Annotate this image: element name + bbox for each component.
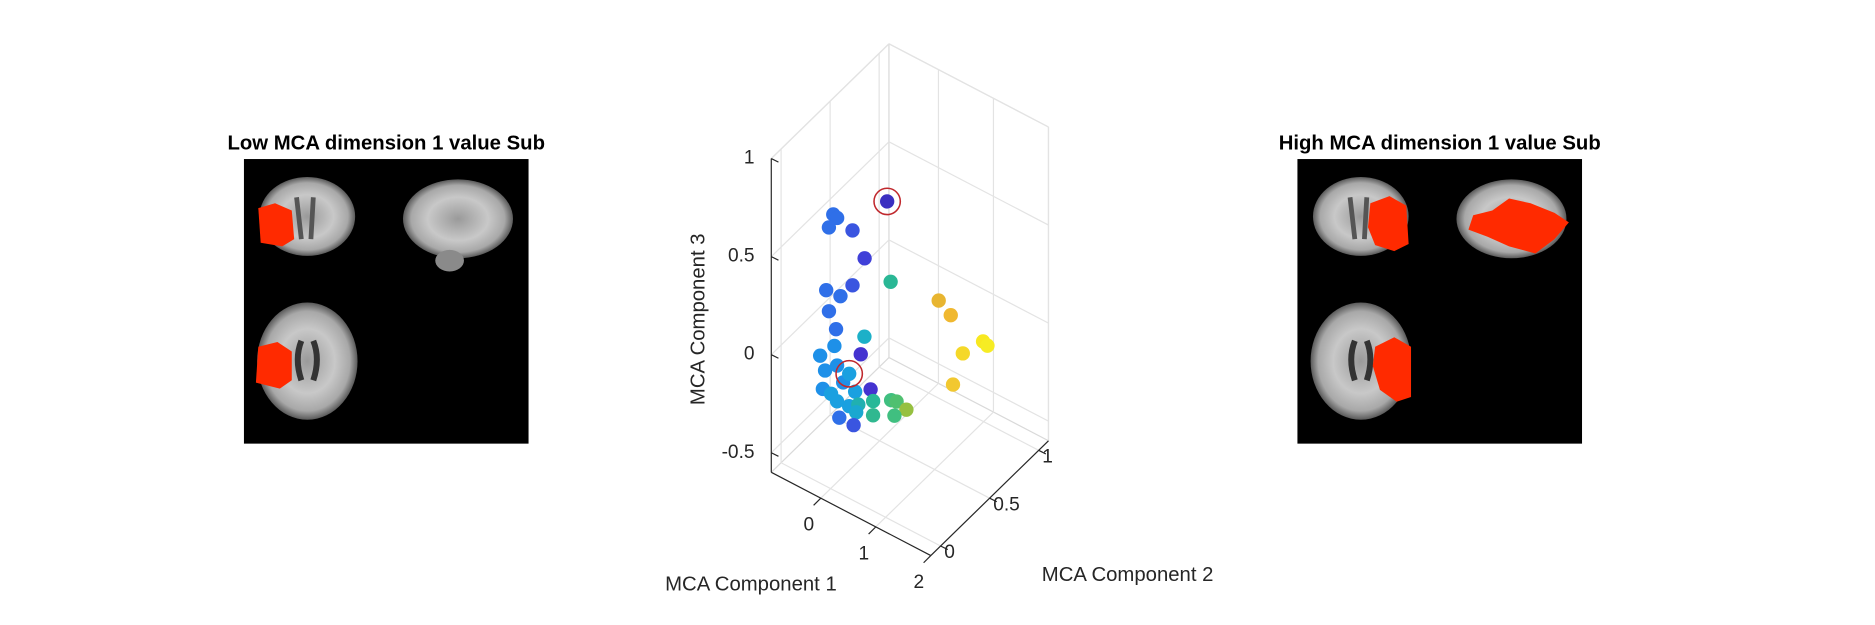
- z-tick-label: 0: [744, 344, 755, 365]
- point: [817, 363, 833, 378]
- point: [846, 417, 861, 433]
- z-tick: [771, 452, 779, 457]
- brain-detail: [294, 197, 316, 240]
- grid-line: [888, 337, 1049, 422]
- y-tick: [1038, 449, 1047, 455]
- grid-line: [888, 141, 1049, 226]
- point: [819, 283, 834, 298]
- point: [889, 394, 904, 409]
- point: [829, 358, 845, 373]
- x-tick: [813, 497, 822, 506]
- low-panel: Low MCA dimension 1 value Sub: [227, 132, 545, 444]
- z-axis-label: MCA Component 3: [687, 233, 709, 405]
- grid-line: [878, 366, 1039, 451]
- grid-line: [888, 43, 1049, 128]
- x-axis: [771, 471, 932, 557]
- point: [865, 408, 881, 423]
- z-tick: [771, 158, 779, 163]
- brain-sagittal: [402, 179, 513, 259]
- point: [828, 322, 844, 337]
- point: [857, 329, 872, 344]
- z-tick: [771, 256, 779, 261]
- z-tick-label: 0.5: [728, 246, 755, 267]
- point: [980, 338, 995, 353]
- point: [955, 346, 970, 361]
- lesion: [258, 203, 295, 247]
- grid-line: [780, 462, 941, 547]
- lesion: [1372, 337, 1412, 402]
- lesion: [1367, 196, 1409, 252]
- point: [857, 251, 872, 266]
- x-tick-label: 2: [914, 572, 925, 593]
- brain-detail: [435, 249, 464, 272]
- point: [879, 194, 895, 209]
- scatter-3d: MCA Component 1 MCA Component 2 MCA Comp…: [665, 43, 1214, 596]
- panel-title: High MCA dimension 1 value Sub: [1279, 132, 1601, 154]
- z-tick-label: -0.5: [722, 442, 755, 463]
- box-edge: [888, 357, 1049, 442]
- point: [847, 384, 863, 399]
- panel-title: Low MCA dimension 1 value Sub: [227, 132, 545, 154]
- point: [827, 338, 842, 354]
- y-tick: [989, 497, 998, 503]
- point: [829, 394, 845, 409]
- point: [821, 220, 837, 235]
- y-tick-label: 0: [944, 542, 955, 563]
- point: [853, 347, 868, 362]
- x-tick: [868, 526, 877, 535]
- point: [845, 223, 860, 238]
- highlight-ring: [873, 187, 902, 216]
- y-tick: [940, 545, 949, 551]
- point: [849, 405, 864, 420]
- point: [842, 366, 857, 381]
- point: [931, 293, 946, 308]
- x-axis-label: MCA Component 1: [665, 574, 837, 596]
- point: [943, 308, 958, 323]
- high-panel: High MCA dimension 1 value Sub: [1279, 132, 1601, 444]
- point: [829, 210, 845, 226]
- y-tick-label: 1: [1042, 447, 1053, 468]
- point: [945, 377, 961, 392]
- point: [863, 382, 878, 397]
- point: [899, 402, 914, 417]
- point: [883, 274, 898, 289]
- brain-detail: [294, 339, 320, 382]
- grid-line: [888, 239, 1049, 324]
- point: [845, 278, 860, 293]
- y-tick-label: 0.5: [993, 494, 1020, 515]
- point: [887, 408, 902, 423]
- point: [865, 393, 881, 409]
- x-tick-label: 1: [859, 543, 870, 564]
- brain-detail: [1347, 197, 1370, 240]
- z-tick-label: 1: [744, 148, 755, 169]
- point: [821, 304, 837, 319]
- lesion: [1468, 198, 1569, 254]
- highlight-ring: [835, 359, 864, 388]
- y-axis-label: MCA Component 2: [1042, 564, 1214, 586]
- x-tick-label: 0: [804, 515, 815, 536]
- brain-axial: [257, 302, 358, 420]
- lesion: [255, 341, 292, 389]
- grid-line: [770, 43, 890, 159]
- brain-detail: [1348, 339, 1374, 382]
- point: [833, 288, 848, 304]
- grid-line: [770, 141, 890, 258]
- z-tick: [771, 354, 779, 359]
- x-tick: [923, 555, 932, 564]
- point: [832, 410, 847, 425]
- point: [812, 348, 828, 363]
